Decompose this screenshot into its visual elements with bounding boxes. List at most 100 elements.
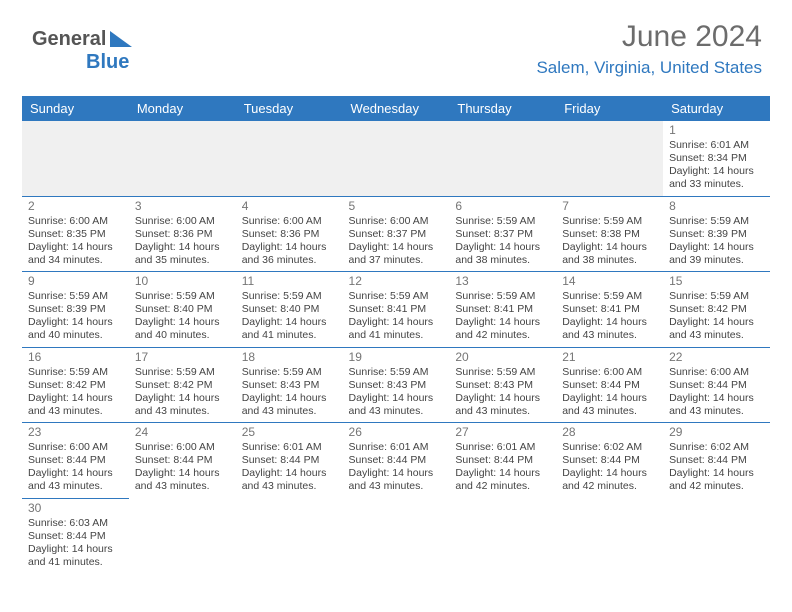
daylight-line: Daylight: 14 hours and 40 minutes. <box>28 316 123 342</box>
day-number: 6 <box>455 199 550 214</box>
day-number: 11 <box>242 274 337 289</box>
day-number: 10 <box>135 274 230 289</box>
sunset-line: Sunset: 8:42 PM <box>669 303 764 316</box>
day-cell-23: 23Sunrise: 6:00 AMSunset: 8:44 PMDayligh… <box>22 423 129 499</box>
day-cell-19: 19Sunrise: 5:59 AMSunset: 8:43 PMDayligh… <box>343 347 450 423</box>
daylight-line: Daylight: 14 hours and 34 minutes. <box>28 241 123 267</box>
sunset-line: Sunset: 8:42 PM <box>135 379 230 392</box>
sunrise-line: Sunrise: 5:59 AM <box>455 215 550 228</box>
sunset-line: Sunset: 8:35 PM <box>28 228 123 241</box>
sunset-line: Sunset: 8:44 PM <box>28 530 123 543</box>
day-cell-14: 14Sunrise: 5:59 AMSunset: 8:41 PMDayligh… <box>556 272 663 348</box>
sunset-line: Sunset: 8:43 PM <box>455 379 550 392</box>
sunset-line: Sunset: 8:41 PM <box>455 303 550 316</box>
day-number: 17 <box>135 350 230 365</box>
sunrise-line: Sunrise: 5:59 AM <box>135 290 230 303</box>
day-cell-24: 24Sunrise: 6:00 AMSunset: 8:44 PMDayligh… <box>129 423 236 499</box>
daylight-line: Daylight: 14 hours and 43 minutes. <box>28 467 123 493</box>
empty-cell <box>343 121 450 196</box>
sunrise-line: Sunrise: 6:00 AM <box>135 441 230 454</box>
day-number: 29 <box>669 425 764 440</box>
daylight-line: Daylight: 14 hours and 43 minutes. <box>242 392 337 418</box>
sunrise-line: Sunrise: 5:59 AM <box>28 290 123 303</box>
day-cell-28: 28Sunrise: 6:02 AMSunset: 8:44 PMDayligh… <box>556 423 663 499</box>
sunrise-line: Sunrise: 5:59 AM <box>562 290 657 303</box>
sunrise-line: Sunrise: 6:00 AM <box>28 441 123 454</box>
sunset-line: Sunset: 8:41 PM <box>562 303 657 316</box>
daylight-line: Daylight: 14 hours and 35 minutes. <box>135 241 230 267</box>
brand-part1: General <box>32 28 106 50</box>
page-title: June 2024 <box>622 20 762 54</box>
daylight-line: Daylight: 14 hours and 43 minutes. <box>135 392 230 418</box>
empty-cell <box>236 498 343 573</box>
weekday-tuesday: Tuesday <box>236 96 343 121</box>
daylight-line: Daylight: 14 hours and 33 minutes. <box>669 165 764 191</box>
sunset-line: Sunset: 8:37 PM <box>455 228 550 241</box>
day-number: 15 <box>669 274 764 289</box>
daylight-line: Daylight: 14 hours and 43 minutes. <box>562 316 657 342</box>
brand-logo: General Blue <box>32 28 132 74</box>
calendar-row: 16Sunrise: 5:59 AMSunset: 8:42 PMDayligh… <box>22 347 770 423</box>
weekday-wednesday: Wednesday <box>343 96 450 121</box>
day-cell-15: 15Sunrise: 5:59 AMSunset: 8:42 PMDayligh… <box>663 272 770 348</box>
daylight-line: Daylight: 14 hours and 40 minutes. <box>135 316 230 342</box>
sunset-line: Sunset: 8:44 PM <box>562 454 657 467</box>
day-number: 21 <box>562 350 657 365</box>
weekday-sunday: Sunday <box>22 96 129 121</box>
day-cell-27: 27Sunrise: 6:01 AMSunset: 8:44 PMDayligh… <box>449 423 556 499</box>
weekday-saturday: Saturday <box>663 96 770 121</box>
day-number: 24 <box>135 425 230 440</box>
sunset-line: Sunset: 8:34 PM <box>669 152 764 165</box>
sunrise-line: Sunrise: 5:59 AM <box>242 290 337 303</box>
day-cell-8: 8Sunrise: 5:59 AMSunset: 8:39 PMDaylight… <box>663 196 770 272</box>
sunset-line: Sunset: 8:37 PM <box>349 228 444 241</box>
daylight-line: Daylight: 14 hours and 43 minutes. <box>349 467 444 493</box>
sunset-line: Sunset: 8:41 PM <box>349 303 444 316</box>
weekday-header-row: SundayMondayTuesdayWednesdayThursdayFrid… <box>22 96 770 121</box>
sunset-line: Sunset: 8:43 PM <box>349 379 444 392</box>
day-number: 26 <box>349 425 444 440</box>
daylight-line: Daylight: 14 hours and 38 minutes. <box>562 241 657 267</box>
sunset-line: Sunset: 8:44 PM <box>28 454 123 467</box>
sunset-line: Sunset: 8:36 PM <box>242 228 337 241</box>
empty-cell <box>663 498 770 573</box>
sunrise-line: Sunrise: 6:00 AM <box>28 215 123 228</box>
day-number: 16 <box>28 350 123 365</box>
sunrise-line: Sunrise: 5:59 AM <box>669 215 764 228</box>
empty-cell <box>343 498 450 573</box>
sunrise-line: Sunrise: 5:59 AM <box>562 215 657 228</box>
day-number: 28 <box>562 425 657 440</box>
day-cell-25: 25Sunrise: 6:01 AMSunset: 8:44 PMDayligh… <box>236 423 343 499</box>
sunset-line: Sunset: 8:40 PM <box>242 303 337 316</box>
daylight-line: Daylight: 14 hours and 43 minutes. <box>669 316 764 342</box>
day-number: 19 <box>349 350 444 365</box>
day-number: 22 <box>669 350 764 365</box>
daylight-line: Daylight: 14 hours and 41 minutes. <box>28 543 123 569</box>
day-number: 1 <box>669 123 764 138</box>
weekday-thursday: Thursday <box>449 96 556 121</box>
day-number: 25 <box>242 425 337 440</box>
day-cell-30: 30Sunrise: 6:03 AMSunset: 8:44 PMDayligh… <box>22 498 129 573</box>
sunrise-line: Sunrise: 5:59 AM <box>135 366 230 379</box>
sunrise-line: Sunrise: 6:01 AM <box>242 441 337 454</box>
sunrise-line: Sunrise: 6:02 AM <box>562 441 657 454</box>
sunrise-line: Sunrise: 5:59 AM <box>455 290 550 303</box>
day-number: 8 <box>669 199 764 214</box>
location-line: Salem, Virginia, United States <box>536 58 762 78</box>
daylight-line: Daylight: 14 hours and 42 minutes. <box>455 467 550 493</box>
day-cell-2: 2Sunrise: 6:00 AMSunset: 8:35 PMDaylight… <box>22 196 129 272</box>
weekday-friday: Friday <box>556 96 663 121</box>
daylight-line: Daylight: 14 hours and 42 minutes. <box>455 316 550 342</box>
sunrise-line: Sunrise: 5:59 AM <box>349 366 444 379</box>
day-cell-17: 17Sunrise: 5:59 AMSunset: 8:42 PMDayligh… <box>129 347 236 423</box>
sunrise-line: Sunrise: 6:01 AM <box>669 139 764 152</box>
day-cell-16: 16Sunrise: 5:59 AMSunset: 8:42 PMDayligh… <box>22 347 129 423</box>
day-number: 30 <box>28 501 123 516</box>
day-number: 5 <box>349 199 444 214</box>
calendar-table: SundayMondayTuesdayWednesdayThursdayFrid… <box>22 96 770 573</box>
sunrise-line: Sunrise: 5:59 AM <box>669 290 764 303</box>
sunrise-line: Sunrise: 6:02 AM <box>669 441 764 454</box>
day-cell-7: 7Sunrise: 5:59 AMSunset: 8:38 PMDaylight… <box>556 196 663 272</box>
brand-part2: Blue <box>86 51 129 73</box>
daylight-line: Daylight: 14 hours and 38 minutes. <box>455 241 550 267</box>
